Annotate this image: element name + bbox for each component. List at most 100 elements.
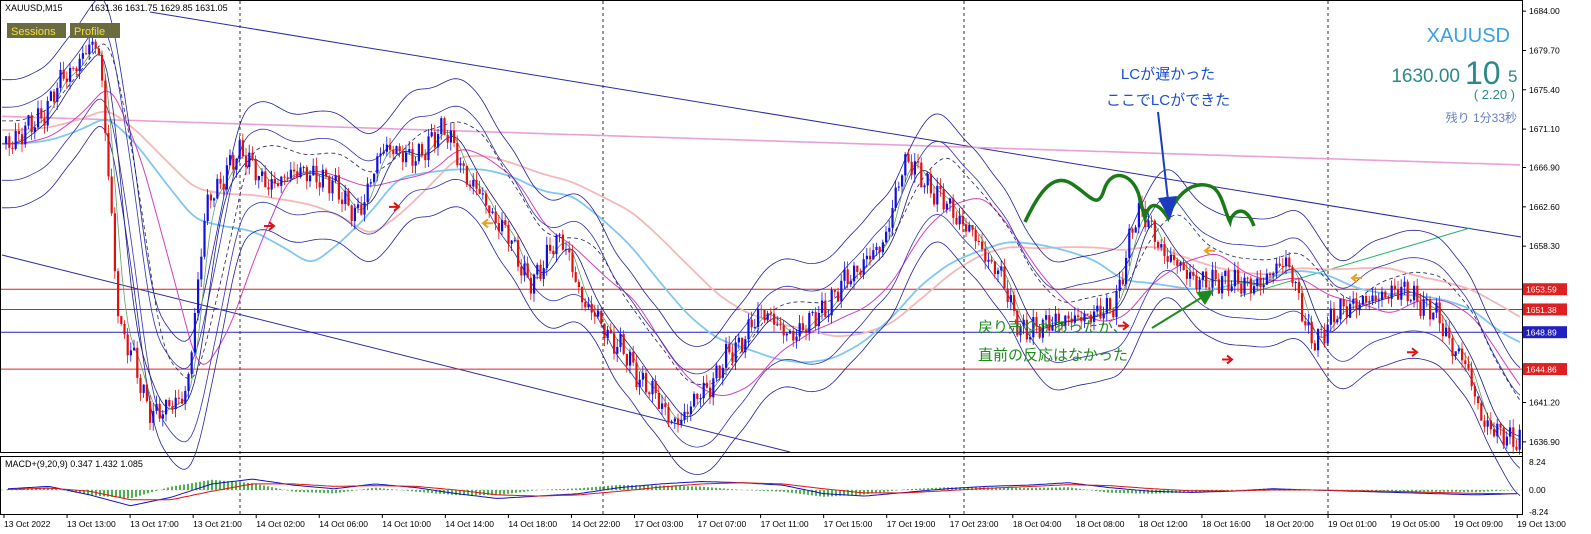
candle-body [725, 343, 728, 368]
candle-body [414, 161, 417, 166]
candle-body [1256, 278, 1259, 287]
candle-body [357, 204, 360, 208]
price-tick-label: 1666.90 [1529, 163, 1560, 173]
candle-body [568, 249, 571, 253]
candle-body [8, 136, 11, 148]
candle-body [1448, 327, 1451, 339]
candle-body [1147, 220, 1150, 228]
candle-body [545, 244, 548, 269]
candle-body [1131, 228, 1134, 233]
candle-body [209, 194, 212, 201]
candle-body [1499, 423, 1502, 428]
time-tick-label: 18 Oct 20:00 [1265, 519, 1314, 529]
candle-body [459, 163, 462, 166]
profile-button-bg[interactable] [70, 23, 120, 38]
macd-panel[interactable] [0, 456, 1523, 515]
candle-body [1192, 272, 1195, 276]
candle-body [1336, 319, 1339, 323]
price-small-digit: 5 [1508, 67, 1517, 86]
candle-body [24, 125, 27, 145]
candle-body [510, 240, 513, 244]
candle-body [901, 175, 904, 187]
candle-body [1109, 298, 1112, 311]
candle-body [161, 414, 164, 419]
candle-body [251, 152, 254, 160]
candle-body [581, 287, 584, 303]
candle-body [1483, 420, 1486, 427]
channel-lower-line [1, 254, 791, 453]
candle-body [488, 205, 491, 214]
candle-body [622, 334, 625, 354]
candle-body [824, 300, 827, 317]
candle-body [689, 406, 692, 415]
sell-arrow-icon [389, 202, 401, 212]
candle-body [891, 208, 894, 228]
macd-tick-label: 0.00 [1529, 485, 1546, 495]
candle-body [1102, 313, 1105, 319]
annotation-lc-late: LCが遅かった [1121, 66, 1215, 83]
candle-body [280, 176, 283, 186]
candle-body [1077, 315, 1080, 318]
candle-body [325, 169, 328, 177]
candle-body [1246, 277, 1249, 279]
candle-body [1477, 396, 1480, 404]
candle-body [1301, 293, 1304, 322]
candle-body [379, 153, 382, 157]
candle-body [1057, 313, 1060, 324]
candle-body [1070, 318, 1073, 323]
note-arrow-icon [1196, 290, 1214, 305]
candle-body [417, 144, 420, 162]
candle-body [865, 255, 868, 260]
candle-body [1310, 321, 1313, 344]
level-label: 1648.89 [1526, 328, 1557, 338]
candle-body [213, 198, 216, 201]
candle-body [949, 198, 952, 204]
candle-body [1486, 420, 1489, 427]
candle-body [462, 163, 465, 167]
candle-body [1150, 220, 1153, 222]
candle-body [1243, 277, 1246, 294]
candle-body [97, 48, 100, 55]
candle-body [533, 274, 536, 294]
candle-body [1227, 270, 1230, 291]
candle-body [254, 159, 257, 181]
candle-body [910, 161, 913, 175]
candle-body [494, 211, 497, 224]
sessions-button[interactable]: Sessions [11, 26, 56, 38]
time-tick-label: 13 Oct 2022 [4, 519, 51, 529]
candle-body [584, 302, 587, 308]
channel-upper-line [149, 11, 1522, 238]
time-tick-label: 13 Oct 17:00 [130, 519, 179, 529]
main-panel[interactable] [0, 0, 1523, 453]
candle-body [56, 87, 59, 102]
candle-body [145, 384, 148, 402]
candle-body [981, 241, 984, 249]
candle-body [693, 393, 696, 407]
candle-body [1275, 263, 1278, 274]
candle-body [347, 190, 350, 206]
profile-button[interactable]: Profile [74, 26, 105, 38]
candle-body [830, 290, 833, 316]
candle-body [760, 308, 763, 311]
candle-body [1045, 315, 1048, 320]
time-tick-label: 14 Oct 18:00 [508, 519, 557, 529]
candle-body [1473, 386, 1476, 397]
lc-arrow-icon [1158, 196, 1177, 220]
time-tick-label: 14 Oct 06:00 [319, 519, 368, 529]
candle-body [1240, 283, 1243, 294]
candle-body [353, 207, 356, 222]
candle-body [139, 377, 142, 393]
candle-body [718, 365, 721, 378]
candle-body [1304, 321, 1307, 326]
candle-body [133, 347, 136, 351]
sessions-button-bg[interactable] [7, 23, 66, 38]
candle-body [238, 140, 241, 159]
candle-body [1403, 281, 1406, 287]
candle-body [321, 169, 324, 188]
candle-body [997, 270, 1000, 275]
candle-body [1451, 338, 1454, 357]
candle-body [395, 146, 398, 155]
candle-body [872, 250, 875, 260]
candle-body [91, 41, 94, 45]
